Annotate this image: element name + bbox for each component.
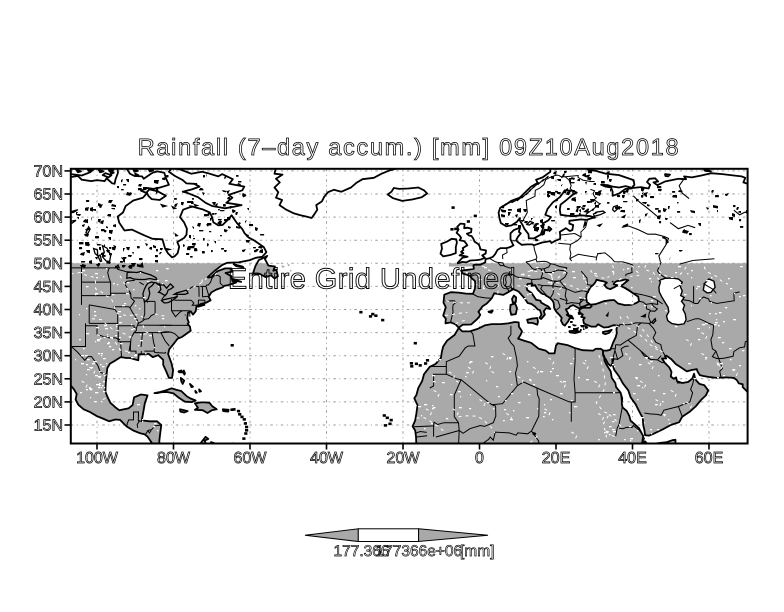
svg-text:65N: 65N <box>34 187 63 204</box>
svg-text:[mm]: [mm] <box>460 543 494 560</box>
svg-text:Rainfall (7–day accum.) [mm] 0: Rainfall (7–day accum.) [mm] 09Z10Aug201… <box>138 134 681 160</box>
svg-text:177.366: 177.366 <box>334 543 390 560</box>
svg-text:15N: 15N <box>34 418 63 435</box>
svg-text:100W: 100W <box>76 450 119 467</box>
svg-text:Entire Grid Undefined: Entire Grid Undefined <box>228 264 516 296</box>
svg-text:40N: 40N <box>34 302 63 319</box>
svg-text:0: 0 <box>475 450 484 467</box>
svg-text:80W: 80W <box>157 450 191 467</box>
svg-text:30N: 30N <box>34 348 63 365</box>
svg-text:40W: 40W <box>310 450 344 467</box>
svg-text:60N: 60N <box>34 210 63 227</box>
svg-text:25N: 25N <box>34 371 63 388</box>
svg-text:70N: 70N <box>34 163 63 180</box>
svg-text:177366e+06: 177366e+06 <box>376 543 463 560</box>
svg-text:50N: 50N <box>34 256 63 273</box>
svg-text:20N: 20N <box>34 394 63 411</box>
svg-text:20W: 20W <box>387 450 421 467</box>
svg-text:60W: 60W <box>234 450 268 467</box>
svg-text:55N: 55N <box>34 233 63 250</box>
svg-text:45N: 45N <box>34 279 63 296</box>
svg-text:40E: 40E <box>618 450 646 467</box>
svg-text:35N: 35N <box>34 325 63 342</box>
svg-text:20E: 20E <box>542 450 570 467</box>
svg-text:60E: 60E <box>695 450 723 467</box>
